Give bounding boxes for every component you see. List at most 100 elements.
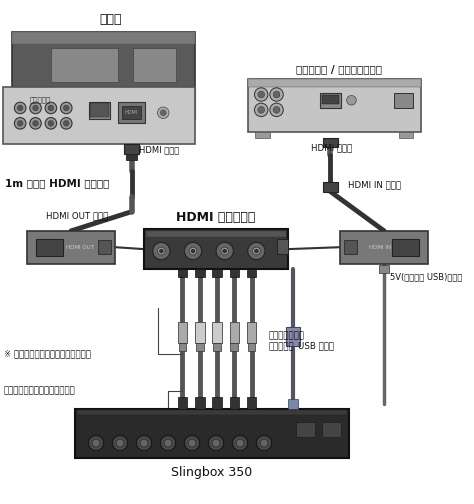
Text: HDMI OUT 端子へ: HDMI OUT 端子へ [46,211,109,220]
Circle shape [216,242,233,260]
Bar [12,32,195,44]
Circle shape [30,102,41,114]
Circle shape [137,435,152,451]
Circle shape [48,105,54,111]
Circle shape [184,435,200,451]
Text: ビデオ入力: ビデオ入力 [30,96,51,103]
Text: Slingbox 350: Slingbox 350 [171,466,252,479]
Circle shape [159,249,163,253]
Bar [323,138,338,147]
Bar [122,106,141,119]
Circle shape [45,117,57,129]
Circle shape [17,120,23,126]
Bar [344,240,357,254]
Circle shape [14,117,26,129]
Circle shape [232,435,248,451]
Bar [146,231,286,237]
Bar [392,238,419,256]
Circle shape [30,117,41,129]
Circle shape [223,249,227,253]
Bar [323,182,338,192]
Bar [118,102,145,123]
Bar [248,79,420,87]
Circle shape [88,435,104,451]
Bar [213,343,221,351]
Bar [98,240,111,254]
Circle shape [157,107,169,118]
Bar [144,229,288,269]
Circle shape [258,91,264,98]
Bar [195,269,205,277]
Bar [212,397,222,409]
Circle shape [212,439,220,447]
Circle shape [184,242,201,260]
Bar [178,269,187,277]
Circle shape [112,435,128,451]
Circle shape [221,247,228,255]
Bar [399,132,413,138]
Bar [247,397,256,409]
Circle shape [255,88,268,101]
Bar [178,322,187,343]
Circle shape [153,242,170,260]
Text: HDMI OUT: HDMI OUT [66,245,94,249]
Bar [126,154,137,160]
Text: コンポーネント
入力端子へ: コンポーネント 入力端子へ [269,332,305,351]
Bar [379,266,389,273]
Bar [195,397,205,409]
Circle shape [160,110,166,115]
Bar [196,343,203,351]
Bar [212,269,222,277]
Circle shape [253,247,260,255]
Bar [340,231,428,264]
Circle shape [258,106,264,113]
Circle shape [61,102,72,114]
Text: USB 端子へ: USB 端子へ [298,342,334,351]
Bar [89,102,110,119]
Bar [90,103,109,116]
Bar [124,145,139,154]
Circle shape [255,103,268,116]
Circle shape [14,102,26,114]
Bar [322,422,341,437]
Circle shape [48,120,54,126]
Circle shape [33,120,38,126]
Bar [276,238,288,254]
Circle shape [260,439,268,447]
Text: HDMI IN 端子へ: HDMI IN 端子へ [347,180,401,190]
Circle shape [209,435,224,451]
Text: テレビ: テレビ [100,13,122,26]
Text: 1m 以内の HDMI ケーブル: 1m 以内の HDMI ケーブル [5,178,109,188]
Bar [286,327,300,346]
Circle shape [236,439,244,447]
Circle shape [273,91,280,98]
Circle shape [248,242,265,260]
Circle shape [270,103,283,116]
Bar [51,48,118,82]
Bar [212,322,222,343]
Bar [75,409,348,459]
Bar [178,397,187,409]
Bar [179,343,186,351]
Text: 5V(マイクロ USB)端子へ: 5V(マイクロ USB)端子へ [390,273,462,281]
Circle shape [255,249,258,253]
Circle shape [33,105,38,111]
Text: レコーダー / チューナーなど: レコーダー / チューナーなど [296,65,382,75]
Bar [12,32,195,118]
Circle shape [61,117,72,129]
Bar [77,410,346,415]
Text: ※ 同じ色どうしを接続してください: ※ 同じ色どうしを接続してください [4,349,91,358]
Text: HDMI IN: HDMI IN [369,245,392,249]
Bar [322,95,339,104]
Circle shape [188,439,196,447]
Bar [247,322,256,343]
Bar [229,269,239,277]
Circle shape [346,95,356,105]
Circle shape [64,120,69,126]
Circle shape [140,439,148,447]
Text: HDMI 端子へ: HDMI 端子へ [311,143,352,152]
Bar [230,343,238,351]
Circle shape [191,249,195,253]
Text: ステレオオーディオ入力端子へ: ステレオオーディオ入力端子へ [4,387,75,396]
Bar [36,238,64,256]
